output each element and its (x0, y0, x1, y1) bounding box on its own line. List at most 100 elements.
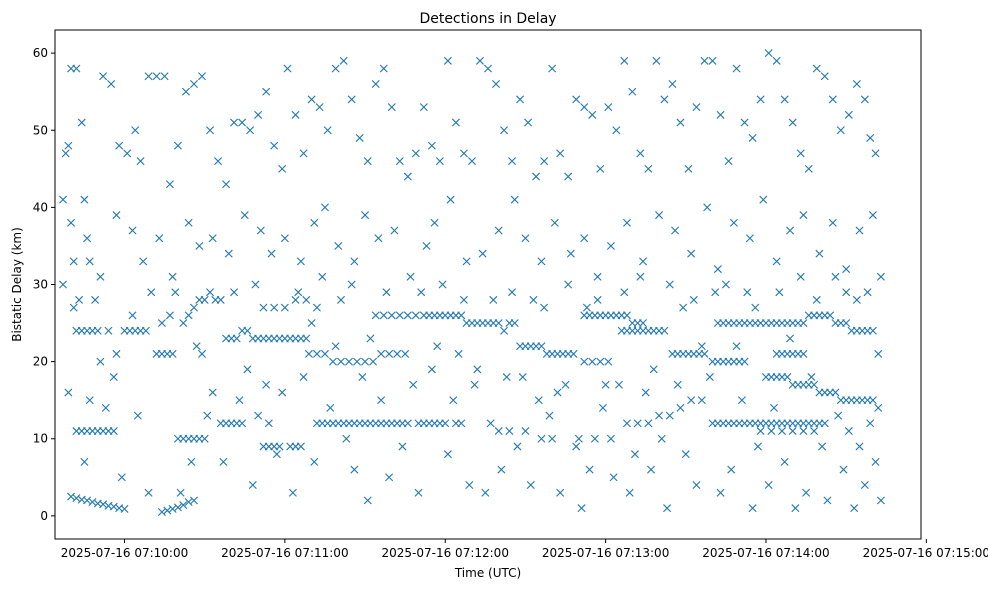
data-point-marker (270, 141, 279, 150)
data-point-marker (783, 373, 792, 382)
data-point-marker (379, 64, 388, 73)
data-point-marker (508, 157, 517, 166)
data-point-marker (409, 380, 418, 389)
data-point-marker (516, 95, 525, 104)
data-point-marker (179, 319, 188, 328)
data-point-marker (262, 87, 271, 96)
data-point-marker (323, 126, 332, 135)
data-point-marker (526, 481, 535, 490)
data-point-marker (799, 211, 808, 220)
data-point-marker (708, 56, 717, 65)
data-point-marker (684, 164, 693, 173)
data-point-marker (852, 79, 861, 88)
y-tick-label: 0 (40, 509, 48, 523)
data-point-marker (387, 311, 396, 320)
data-point-marker (508, 288, 517, 297)
x-tick-label: 2025-07-16 07:14:00 (702, 546, 829, 560)
data-point-marker (510, 195, 519, 204)
data-point-marker (403, 419, 412, 428)
data-point-marker (59, 195, 68, 204)
data-point-marker (80, 457, 89, 466)
data-point-marker (751, 303, 760, 312)
data-point-marker (622, 419, 631, 428)
data-point-marker (705, 373, 714, 382)
data-point-marker (345, 357, 354, 366)
data-point-marker (96, 272, 105, 281)
data-point-marker (371, 311, 380, 320)
data-point-marker (141, 326, 150, 335)
data-point-marker (874, 349, 883, 358)
data-point-marker (377, 349, 386, 358)
data-point-marker (467, 157, 476, 166)
data-point-marker (99, 72, 108, 81)
data-point-marker (67, 218, 76, 227)
data-point-marker (831, 388, 840, 397)
data-point-marker (459, 295, 468, 304)
data-point-marker (459, 149, 468, 158)
x-tick-label: 2025-07-16 07:10:00 (61, 546, 188, 560)
data-point-marker (173, 141, 182, 150)
data-point-marker (355, 133, 364, 142)
data-point-marker (628, 87, 637, 96)
data-point-marker (799, 319, 808, 328)
data-point-marker (398, 442, 407, 451)
data-point-marker (347, 280, 356, 289)
data-point-marker (604, 357, 613, 366)
data-point-marker (342, 434, 351, 443)
data-point-marker (131, 126, 140, 135)
data-point-marker (756, 427, 765, 436)
y-tick-label: 30 (33, 278, 48, 292)
data-point-marker (243, 365, 252, 374)
data-point-marker (502, 373, 511, 382)
data-point-marker (521, 234, 530, 243)
data-point-marker (647, 465, 656, 474)
data-point-marker (441, 419, 450, 428)
data-point-marker (414, 488, 423, 497)
data-point-marker (540, 157, 549, 166)
data-point-marker (350, 465, 359, 474)
data-point-marker (810, 380, 819, 389)
data-point-marker (64, 388, 73, 397)
data-point-marker (687, 396, 696, 405)
data-point-marker (379, 311, 388, 320)
data-point-marker (299, 149, 308, 158)
data-point-marker (168, 272, 177, 281)
data-point-marker (278, 388, 287, 397)
data-point-marker (572, 95, 581, 104)
data-point-marker (139, 257, 148, 266)
data-point-marker (844, 110, 853, 119)
data-point-marker (184, 311, 193, 320)
data-point-marker (83, 234, 92, 243)
data-point-marker (224, 249, 233, 258)
data-point-marker (580, 234, 589, 243)
data-point-marker (764, 481, 773, 490)
data-point-marker (288, 488, 297, 497)
data-point-marker (443, 450, 452, 459)
data-point-marker (588, 357, 597, 366)
data-point-marker (203, 411, 212, 420)
data-point-marker (465, 481, 474, 490)
data-point-marker (144, 488, 153, 497)
data-point-marker (753, 442, 762, 451)
data-point-marker (438, 280, 447, 289)
data-point-marker (732, 64, 741, 73)
data-point-marker (433, 342, 442, 351)
data-point-marker (184, 497, 193, 506)
data-point-marker (700, 56, 709, 65)
data-point-marker (366, 334, 375, 343)
data-point-marker (537, 342, 546, 351)
data-point-marker (104, 326, 113, 335)
data-point-marker (866, 419, 875, 428)
data-point-marker (165, 311, 174, 320)
data-point-marker (711, 288, 720, 297)
x-tick-label: 2025-07-16 07:12:00 (382, 546, 509, 560)
data-point-marker (652, 56, 661, 65)
data-point-marker (564, 280, 573, 289)
x-tick-label: 2025-07-16 07:15:00 (863, 546, 988, 560)
data-point-marker (417, 288, 426, 297)
data-point-marker (101, 403, 110, 412)
data-point-marker (251, 280, 260, 289)
data-point-marker (128, 226, 137, 235)
data-point-marker (411, 149, 420, 158)
